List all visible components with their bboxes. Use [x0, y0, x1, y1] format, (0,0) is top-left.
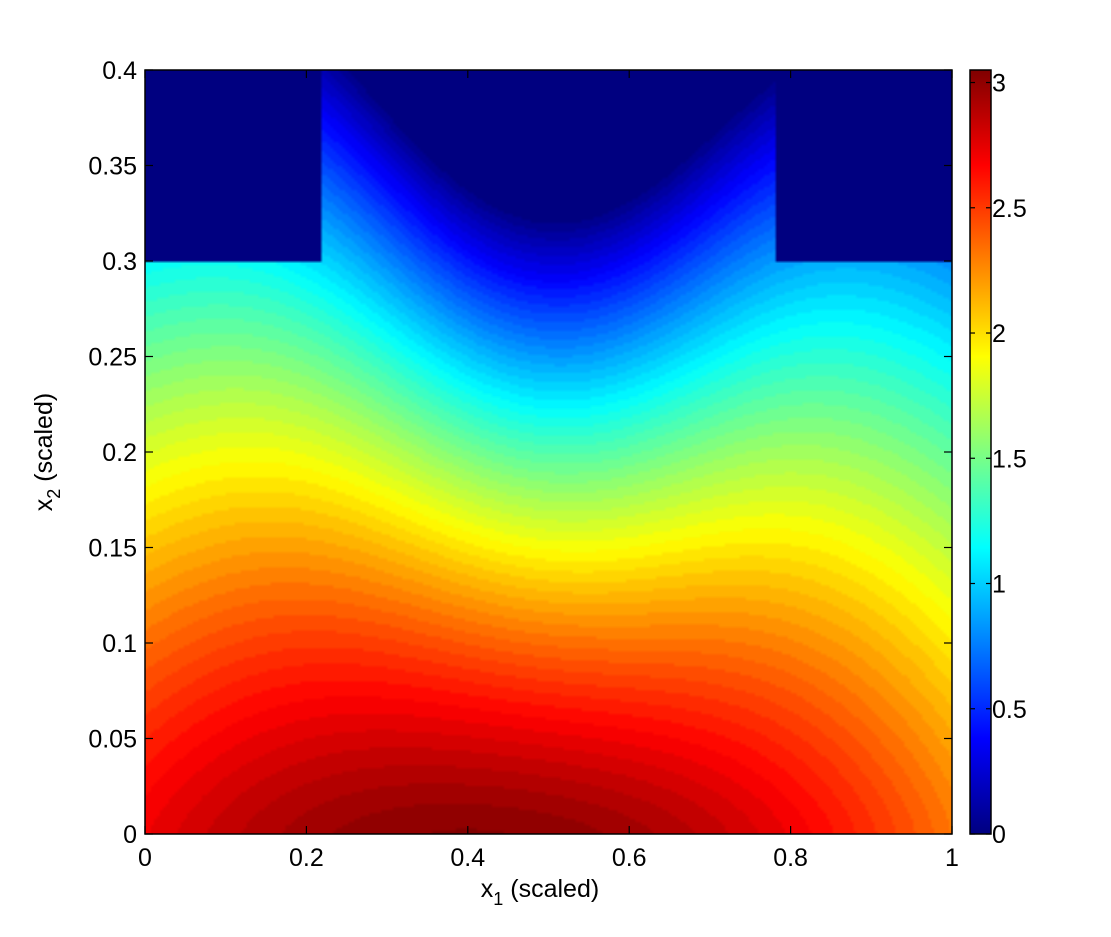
x-axis-ticks: 0 0.2 0.4 0.6 0.8 1 — [138, 70, 959, 872]
svg-text:x1 (scaled): x1 (scaled) — [481, 875, 599, 909]
x-tick-label: 0.2 — [289, 844, 324, 872]
x-label-rest: (scaled) — [503, 875, 599, 903]
y-tick-label: 0.3 — [102, 248, 137, 276]
y-label-subscript: 2 — [44, 489, 64, 499]
x-tick-label: 1 — [945, 844, 959, 872]
colorbar-ticks: 0 0.5 1 1.5 2 2.5 3 — [970, 70, 1027, 849]
x-label-base: x — [481, 875, 494, 903]
colorbar-tick-label: 1.5 — [992, 445, 1027, 473]
colorbar-frame — [969, 69, 992, 835]
colorbar-tick-label: 0 — [992, 821, 1006, 849]
colorbar-tick-label: 3 — [992, 70, 1006, 98]
svg-text:x2 (scaled): x2 (scaled) — [30, 393, 64, 511]
y-label-base: x — [30, 498, 58, 511]
y-tick-label: 0.25 — [88, 344, 137, 372]
y-tick-label: 0.05 — [88, 726, 137, 754]
y-tick-label: 0.15 — [88, 535, 137, 563]
y-axis-label: x2 (scaled) — [30, 393, 64, 511]
x-tick-label: 0.8 — [773, 844, 808, 872]
x-axis-label: x1 (scaled) — [481, 875, 599, 909]
y-axis-ticks: 0 0.05 0.1 0.15 0.2 0.25 0.3 0.35 0.4 — [88, 57, 952, 849]
y-tick-label: 0.1 — [102, 630, 137, 658]
colorbar: 0 0.5 1 1.5 2 2.5 3 — [969, 69, 1027, 849]
colorbar-tick-label: 2 — [992, 320, 1006, 348]
heatmap-image — [145, 70, 952, 834]
x-label-subscript: 1 — [493, 889, 503, 909]
y-label-rest: (scaled) — [30, 393, 58, 489]
colorbar-tick-label: 0.5 — [992, 696, 1027, 724]
x-tick-label: 0 — [138, 844, 152, 872]
colorbar-gradient — [970, 70, 991, 834]
y-tick-label: 0.35 — [88, 153, 137, 181]
x-tick-label: 0.4 — [450, 844, 485, 872]
y-tick-label: 0.4 — [102, 57, 137, 85]
x-tick-label: 0.6 — [612, 844, 647, 872]
y-tick-label: 0.2 — [102, 439, 137, 467]
colorbar-tick-label: 2.5 — [992, 195, 1027, 223]
y-tick-label: 0 — [123, 821, 137, 849]
colorbar-tick-label: 1 — [992, 571, 1006, 599]
plot-area — [144, 69, 953, 835]
